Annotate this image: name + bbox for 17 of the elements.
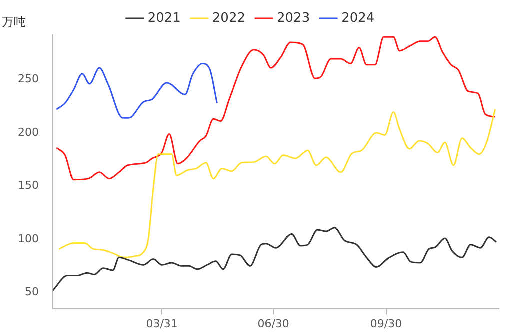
x-tick-label: 09/30 (370, 317, 402, 330)
legend-label: 2024 (342, 10, 375, 26)
line-series (58, 108, 496, 258)
line-series (56, 36, 496, 181)
y-axis-title: 万吨 (2, 15, 26, 30)
y-tick-label: 50 (24, 286, 39, 299)
y-tick-label: 100 (18, 232, 39, 246)
x-tick-label: 06/30 (258, 317, 290, 330)
y-tick-label: 200 (18, 126, 39, 139)
legend-label: 2021 (148, 10, 181, 26)
line-series (52, 227, 498, 292)
legend-label: 2023 (277, 10, 310, 26)
y-tick-label: 250 (18, 72, 39, 86)
line-series (56, 63, 218, 119)
legend-label: 2022 (212, 10, 246, 26)
x-tick-label: 03/31 (146, 317, 178, 330)
y-tick-label: 150 (18, 179, 39, 192)
